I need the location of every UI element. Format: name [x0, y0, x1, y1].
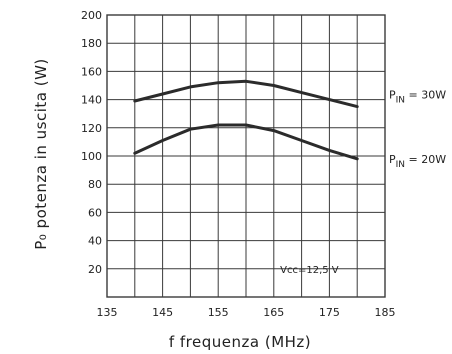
y-tick-label: 80	[88, 178, 102, 191]
y-tick-label: 60	[88, 206, 102, 219]
x-tick-label: 135	[97, 306, 118, 319]
series-label-2: PIN = 20W	[389, 153, 446, 170]
vcc-annotation: Vcc=12,5 V	[280, 265, 339, 276]
y-tick-label: 20	[88, 263, 102, 276]
x-tick-label: 145	[152, 306, 173, 319]
series-line-1	[133, 79, 359, 109]
y-tick-label: 120	[81, 122, 102, 135]
x-axis-label: f frequenza (MHz)	[169, 333, 311, 351]
y-tick-label: 100	[81, 150, 102, 163]
series-lines	[133, 79, 359, 161]
y-tick-label: 140	[81, 94, 102, 107]
annotation: Vcc=12,5 V	[280, 265, 339, 276]
y-axis-ticks: 20 40 60 80 100 120 140 160 180 200	[81, 9, 102, 276]
y-tick-label: 160	[81, 65, 102, 78]
x-tick-label: 185	[375, 306, 396, 319]
series-label-1: PIN = 30W	[389, 89, 446, 106]
y-tick-label: 40	[88, 235, 102, 248]
series-labels: PIN = 30W PIN = 20W	[389, 89, 446, 170]
series-line-2	[133, 123, 359, 161]
y-tick-label: 180	[81, 37, 102, 50]
x-tick-label: 175	[319, 306, 340, 319]
y-tick-label: 200	[81, 9, 102, 22]
x-tick-label: 155	[208, 306, 229, 319]
y-axis-label: P₀ potenza in uscita (W)	[32, 58, 50, 250]
x-tick-label: 165	[263, 306, 284, 319]
x-axis-ticks: 135 145 155 165 175 185	[97, 306, 396, 319]
grid	[106, 14, 386, 298]
